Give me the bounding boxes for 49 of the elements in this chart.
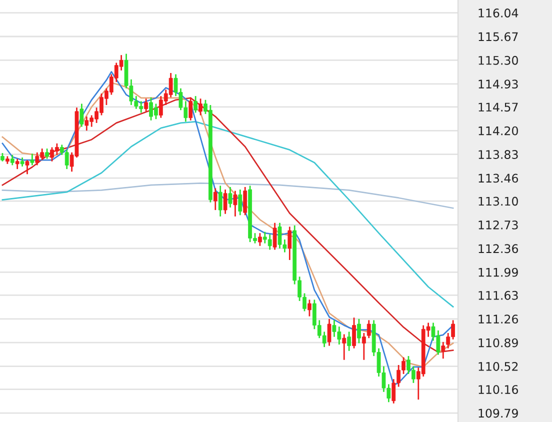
- candlestick: [228, 186, 232, 208]
- y-tick-label: 111.99: [478, 268, 518, 277]
- y-tick-label: 111.26: [478, 314, 518, 324]
- candlestick: [308, 298, 312, 318]
- y-tick-label: 110.16: [478, 385, 518, 394]
- y-tick-label: 110.89: [478, 338, 518, 348]
- candlestick: [188, 96, 193, 122]
- y-tick-label: 114.57: [478, 102, 518, 112]
- y-tick-label: 109.79: [478, 408, 518, 418]
- y-tick-label: 113.10: [478, 196, 518, 206]
- y-tick-label: 113.83: [478, 150, 518, 159]
- candlestick: [45, 148, 49, 160]
- candlestick: [357, 318, 361, 344]
- candlestick: [352, 316, 356, 350]
- candlestick: [144, 98, 148, 112]
- y-tick-label: 116.04: [478, 8, 518, 18]
- y-tick-label: 115.67: [478, 32, 518, 42]
- candlestick: [243, 186, 248, 216]
- y-tick-label: 113.46: [478, 174, 518, 183]
- candlestick: [194, 95, 198, 114]
- candlestick: [362, 332, 366, 361]
- candlestick: [223, 188, 228, 215]
- candlestick: [25, 159, 30, 175]
- candlestick: [30, 152, 34, 166]
- candlestick: [366, 319, 371, 339]
- candlestick: [258, 232, 262, 247]
- candlestick: [347, 331, 352, 352]
- candlestick: [238, 188, 242, 216]
- candlestick: [10, 154, 14, 166]
- y-tick-label: 112.36: [478, 244, 518, 254]
- candlestick: [342, 334, 346, 361]
- line-series: [2, 182, 454, 209]
- candlestick: [213, 188, 218, 211]
- y-tick-label: 111.63: [478, 290, 518, 300]
- y-tick-label: 115.30: [478, 56, 518, 65]
- candlestick: [80, 103, 84, 128]
- candlestick: [15, 158, 20, 170]
- line-series: [2, 120, 454, 308]
- candlestick: [218, 185, 222, 218]
- candlestick: [441, 341, 446, 360]
- y-tick-label: 114.20: [478, 126, 518, 136]
- candlestick: [327, 318, 332, 346]
- candlestick: [233, 190, 238, 218]
- candlestick: [272, 222, 277, 250]
- candlestick: [198, 98, 202, 116]
- y-tick-label: 112.73: [478, 220, 518, 230]
- y-tick-label: 110.52: [478, 362, 518, 371]
- candlestick: [288, 226, 292, 261]
- y-tick-label: 114.93: [478, 80, 518, 89]
